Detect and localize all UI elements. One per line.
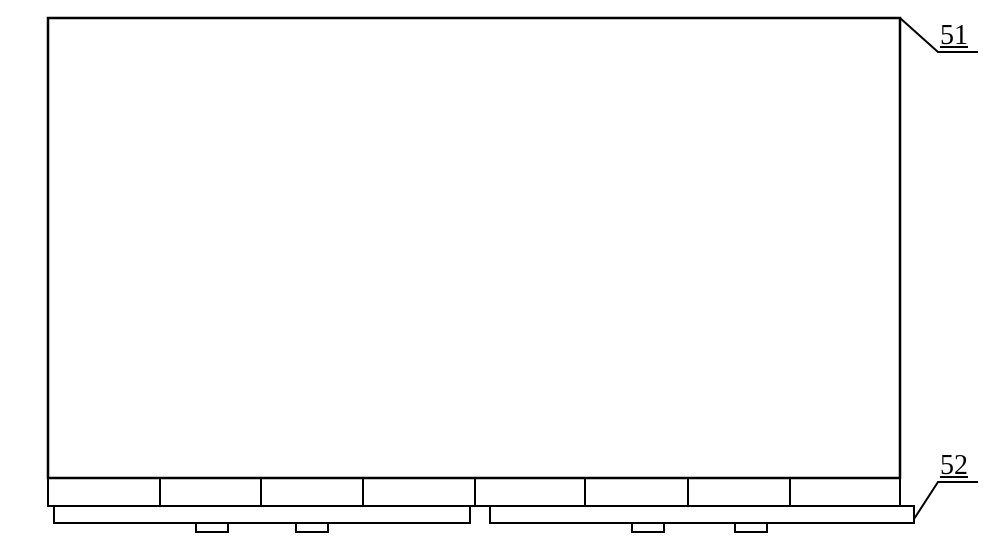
base-plate-left: [54, 506, 470, 523]
base-plate-right: [490, 506, 914, 523]
base-tab: [735, 523, 767, 532]
base-tab: [296, 523, 328, 532]
main-body-rect: [48, 18, 900, 478]
callout-label-52: 52: [940, 450, 968, 482]
base-tab: [632, 523, 664, 532]
leader-line-52: [914, 482, 978, 519]
callout-label-51: 51: [940, 20, 968, 52]
technical-diagram: [0, 0, 1000, 552]
base-tab: [196, 523, 228, 532]
